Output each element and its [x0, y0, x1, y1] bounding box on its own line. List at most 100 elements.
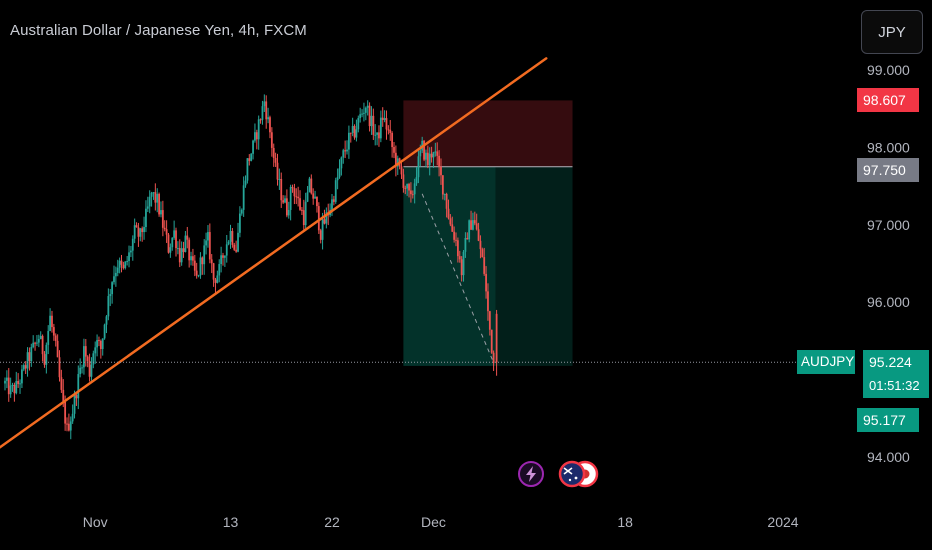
candle: [54, 333, 57, 347]
candle-body: [9, 385, 12, 395]
candle: [458, 250, 461, 263]
candle: [462, 250, 465, 282]
candle: [269, 115, 271, 139]
candle-body: [372, 115, 375, 135]
candle-body: [366, 105, 369, 108]
candle-body: [477, 229, 480, 241]
candle-body: [458, 256, 461, 260]
candle: [235, 240, 238, 253]
candle: [4, 377, 6, 391]
candle: [472, 212, 474, 231]
candle: [434, 142, 437, 157]
candle-body: [490, 329, 493, 353]
candle-body: [400, 166, 403, 175]
candle: [267, 107, 269, 124]
profit-zone-remaining: [495, 166, 573, 366]
candle-body: [192, 256, 194, 261]
candle-body: [464, 238, 467, 252]
candle-body: [455, 239, 457, 241]
candle-body: [116, 267, 119, 273]
candle: [71, 404, 74, 424]
candle: [180, 241, 183, 266]
candle: [270, 127, 273, 157]
candle: [338, 159, 341, 179]
candle-body: [161, 210, 164, 228]
candle: [126, 256, 129, 266]
candle-body: [199, 257, 202, 276]
candle-body: [135, 225, 138, 228]
candle: [45, 342, 48, 374]
candle: [357, 115, 360, 133]
last-price-tag: 95.224: [863, 350, 929, 374]
candle: [22, 363, 25, 372]
currency-button[interactable]: JPY: [861, 10, 923, 54]
candle: [366, 100, 369, 116]
candle: [197, 274, 200, 278]
candle-body: [332, 199, 335, 202]
candle: [143, 216, 145, 240]
candle: [205, 232, 207, 255]
candle-body: [71, 413, 74, 422]
candle: [248, 154, 251, 166]
candle: [475, 213, 478, 231]
candle-body: [218, 264, 221, 276]
candle-body: [90, 364, 93, 377]
candle-body: [364, 107, 367, 113]
candle: [460, 256, 463, 282]
candle: [306, 186, 309, 203]
candle-body: [141, 228, 144, 233]
candle-body: [426, 152, 429, 166]
candle: [186, 226, 189, 249]
candle: [79, 358, 82, 378]
candle-body: [49, 315, 52, 331]
candle-body: [64, 401, 67, 424]
candle-body: [96, 340, 98, 348]
candle: [449, 214, 452, 227]
candle: [304, 192, 307, 230]
candle: [490, 329, 493, 354]
candle-body: [342, 150, 345, 158]
candle: [107, 288, 110, 321]
candle: [192, 248, 194, 266]
candle: [393, 142, 395, 159]
candle: [428, 147, 431, 176]
candle: [387, 125, 390, 135]
candle: [216, 270, 219, 284]
candle: [282, 195, 285, 204]
candle-body: [274, 157, 277, 163]
candle: [210, 254, 213, 274]
candle: [124, 261, 127, 270]
candle-body: [158, 193, 160, 215]
candle: [5, 370, 8, 389]
candle-body: [19, 383, 21, 385]
candle-body: [186, 235, 189, 240]
candle: [445, 192, 448, 218]
candle: [101, 338, 104, 356]
candle: [39, 331, 42, 340]
candle: [242, 176, 245, 217]
candle: [227, 240, 230, 246]
candle-body: [86, 356, 89, 362]
candle: [379, 110, 382, 143]
candle-body: [220, 255, 223, 265]
candle-body: [374, 134, 377, 136]
candle: [146, 196, 149, 213]
candle-body: [331, 199, 333, 210]
candle-body: [363, 112, 365, 114]
candle-body: [317, 206, 320, 231]
candle: [114, 266, 117, 287]
candle-body: [205, 240, 207, 246]
candle: [487, 283, 489, 321]
candle-body: [77, 374, 80, 399]
candle: [77, 365, 80, 410]
candle: [376, 132, 378, 146]
candle: [342, 148, 345, 164]
candle: [13, 382, 16, 402]
candle: [447, 199, 450, 220]
candle-body: [160, 210, 162, 215]
candle-body: [233, 244, 236, 250]
candle-body: [287, 209, 290, 216]
candle: [265, 95, 268, 129]
